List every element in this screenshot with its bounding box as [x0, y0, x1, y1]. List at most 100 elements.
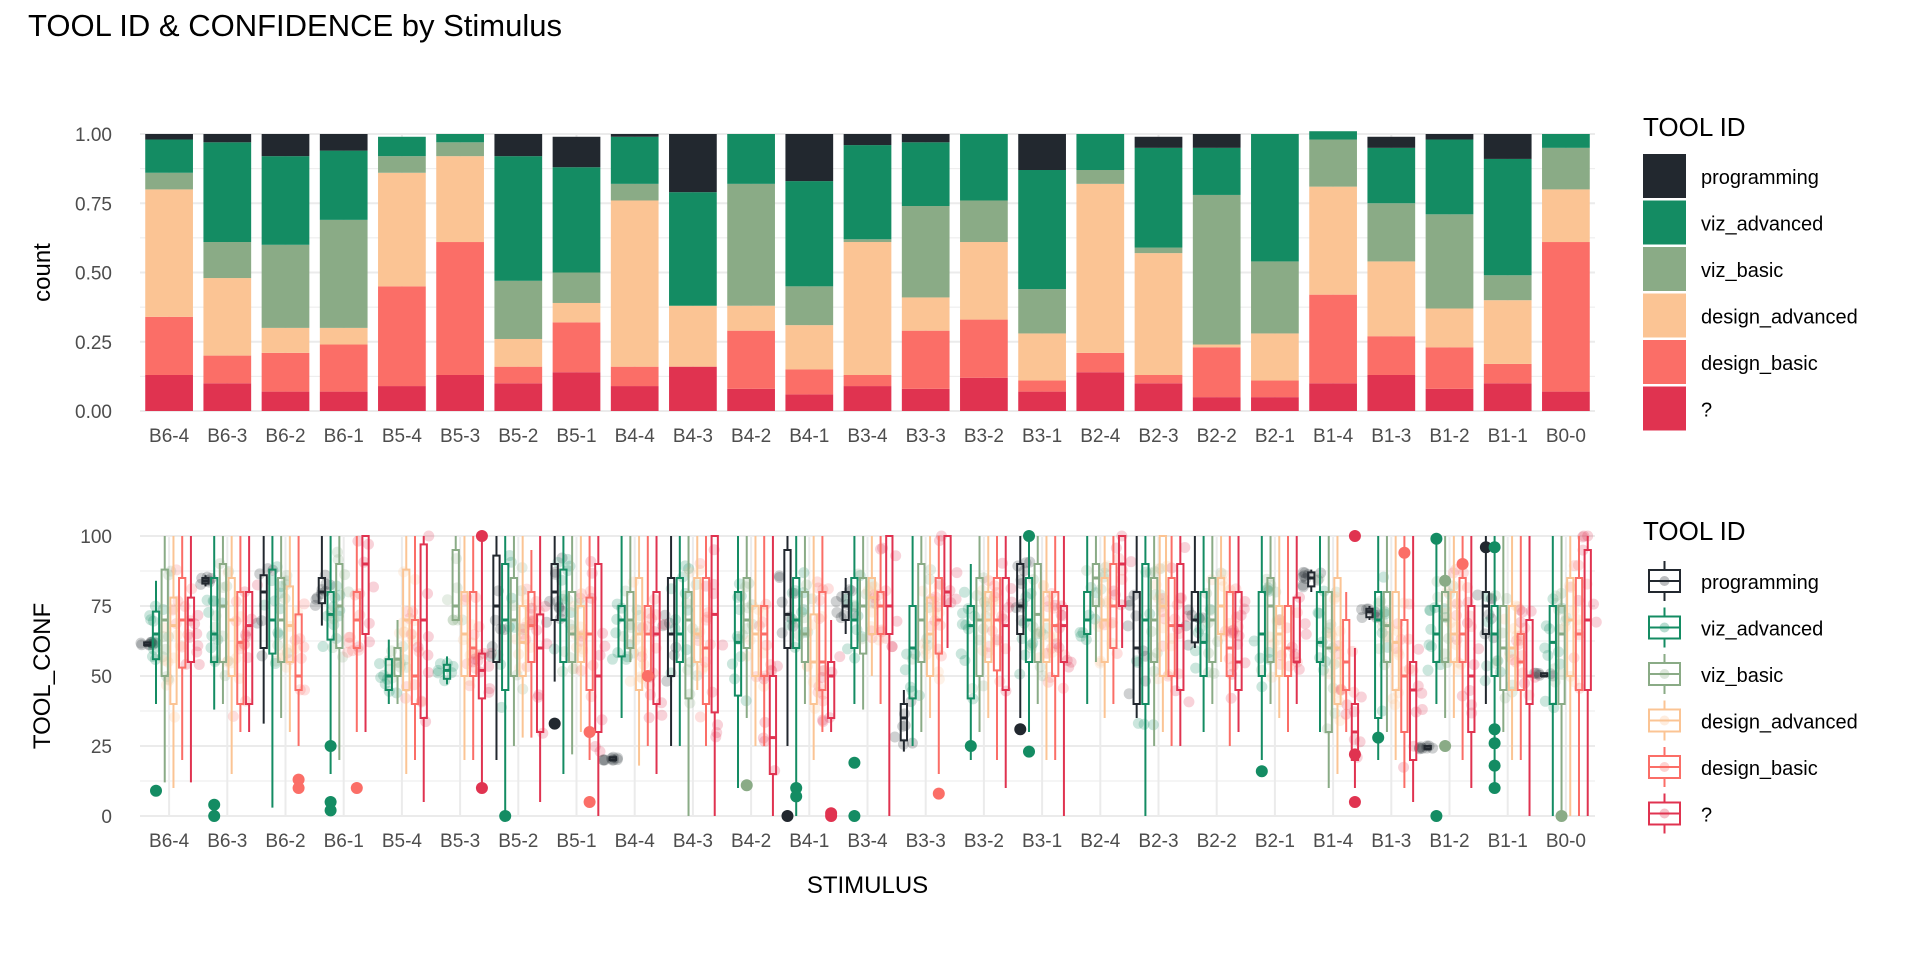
- jitter-point-programming: [148, 637, 160, 649]
- legend-key-point-design-advanced: [1659, 715, 1670, 726]
- x-tick-label: B2-4: [1080, 426, 1121, 447]
- jitter-point-unknown: [717, 639, 729, 651]
- bar-segment-design-basic: [785, 369, 834, 395]
- outlier-viz-advanced: [1372, 731, 1385, 744]
- x-tick-label: B4-4: [615, 426, 656, 447]
- legend-title: TOOL ID: [1643, 516, 1746, 546]
- bar-legend: TOOL ID programming viz_advanced viz_basicd…: [1643, 112, 1858, 431]
- bar-segment-programming: [494, 134, 543, 157]
- bar-segment-unknown: [203, 383, 252, 411]
- jitter-point-viz-advanced: [329, 592, 341, 604]
- jitter-point-programming: [556, 552, 568, 564]
- box-unknown: [186, 596, 196, 663]
- jitter-point-design-advanced: [684, 566, 696, 578]
- bar-segment-viz-advanced: [552, 167, 601, 273]
- jitter-point-viz-basic: [620, 585, 632, 597]
- jitter-point-viz-basic: [681, 597, 693, 609]
- box-design-basic: [701, 577, 711, 705]
- bar-segment-unknown: [901, 388, 950, 411]
- jitter-point-viz-advanced: [375, 672, 387, 684]
- jitter-point-unknown: [539, 600, 551, 612]
- jitter-point-unknown: [1182, 610, 1194, 622]
- jitter-point-viz-advanced: [1189, 645, 1201, 657]
- outlier-viz-advanced: [790, 782, 803, 794]
- jitter-point-viz-advanced: [958, 586, 970, 598]
- box-viz-advanced: [1141, 563, 1150, 705]
- x-tick-label: B6-2: [265, 426, 305, 447]
- jitter-point-design-basic: [934, 619, 946, 631]
- outlier-unknown: [475, 782, 488, 794]
- bar-segment-programming: [1192, 134, 1241, 148]
- jitter-point-design-advanced: [809, 702, 821, 714]
- jitter-point-design-advanced: [398, 626, 410, 638]
- jitter-point-unknown: [1416, 704, 1428, 716]
- bar-segment-programming: [1367, 136, 1416, 148]
- jitter-point-design-advanced: [577, 643, 589, 655]
- bar-segment-design-advanced: [378, 172, 426, 287]
- bar-segment-viz-basic: [1425, 214, 1474, 309]
- box-design-basic: [818, 591, 827, 691]
- bar-segment-viz-basic: [1134, 247, 1183, 254]
- box-viz-advanced: [1374, 591, 1383, 719]
- legend-key-design-basic: [1643, 340, 1686, 384]
- x-tick-label: B1-1: [1488, 426, 1528, 447]
- y-tick-label: 0.00: [75, 402, 112, 423]
- bar-segment-design-basic: [1076, 352, 1125, 373]
- jitter-point-viz-basic: [1432, 591, 1444, 603]
- bar-segment-viz-basic: [1192, 194, 1241, 345]
- jitter-point-unknown: [1517, 606, 1529, 618]
- x-tick-label: B1-2: [1429, 831, 1469, 852]
- bar-segment-design-advanced: [1425, 308, 1474, 348]
- bar-segment-design-advanced: [1134, 253, 1183, 375]
- jitter-point-design-basic: [694, 558, 706, 570]
- bar-segment-design-advanced: [960, 242, 1008, 320]
- jitter-point-unknown: [1063, 661, 1075, 673]
- x-tick-label: B3-1: [1022, 831, 1062, 852]
- jitter-point-design-basic: [931, 601, 943, 613]
- jitter-point-design-basic: [585, 691, 597, 703]
- box-design-advanced: [1042, 591, 1051, 663]
- box-viz-basic: [975, 577, 984, 677]
- jitter-point-design-advanced: [169, 711, 181, 723]
- bar-segment-design-basic: [843, 374, 892, 387]
- bar-segment-viz-basic: [843, 239, 892, 243]
- jitter-point-design-basic: [1284, 660, 1296, 672]
- outlier-viz-advanced: [499, 810, 512, 822]
- jitter-point-viz-advanced: [503, 550, 515, 562]
- jitter-point-unknown: [934, 578, 946, 590]
- jitter-point-viz-basic: [966, 683, 978, 695]
- bar-segment-design-advanced: [494, 338, 543, 367]
- jitter-point-design-basic: [521, 661, 533, 673]
- jitter-point-viz-advanced: [611, 613, 623, 625]
- box-unknown: [710, 535, 719, 714]
- box-programming: [783, 549, 792, 649]
- outlier-unknown: [475, 530, 488, 542]
- box-unknown: [885, 535, 894, 635]
- x-tick-label: B1-4: [1313, 831, 1354, 852]
- bar-segment-programming: [610, 134, 659, 137]
- bar-segment-design-advanced: [436, 156, 484, 243]
- jitter-point-design-advanced: [1499, 613, 1511, 625]
- jitter-point-design-basic: [1111, 647, 1123, 659]
- outlier-design-basic: [583, 796, 596, 808]
- bar-segment-design-basic: [901, 330, 950, 389]
- bar-segment-viz-advanced: [145, 139, 193, 173]
- jitter-point-design-basic: [298, 598, 310, 610]
- jitter-point-design-advanced: [230, 652, 242, 664]
- jitter-point-design-basic: [298, 641, 310, 653]
- box-viz-basic: [858, 577, 868, 655]
- bar-segment-viz-basic: [319, 219, 368, 328]
- x-tick-label: B4-2: [731, 426, 771, 447]
- bar-segment-programming: [145, 134, 193, 140]
- x-axis-title: STIMULUS: [807, 872, 928, 899]
- bar-segment-viz-advanced: [319, 150, 368, 220]
- outlier-viz-advanced: [324, 796, 337, 808]
- outlier-programming: [548, 717, 561, 730]
- jitter-point-viz-advanced: [157, 603, 169, 615]
- x-tick-label: B1-3: [1371, 426, 1411, 447]
- jitter-point-viz-advanced: [492, 649, 504, 661]
- jitter-point-programming: [1298, 570, 1310, 582]
- jitter-point-unknown: [940, 594, 952, 606]
- bar-segment-design-basic: [145, 316, 193, 375]
- box-design-basic: [1051, 591, 1060, 677]
